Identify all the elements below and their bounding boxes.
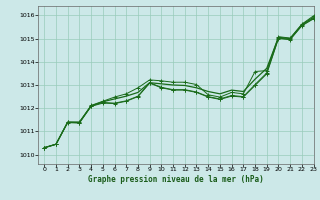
X-axis label: Graphe pression niveau de la mer (hPa): Graphe pression niveau de la mer (hPa) (88, 175, 264, 184)
